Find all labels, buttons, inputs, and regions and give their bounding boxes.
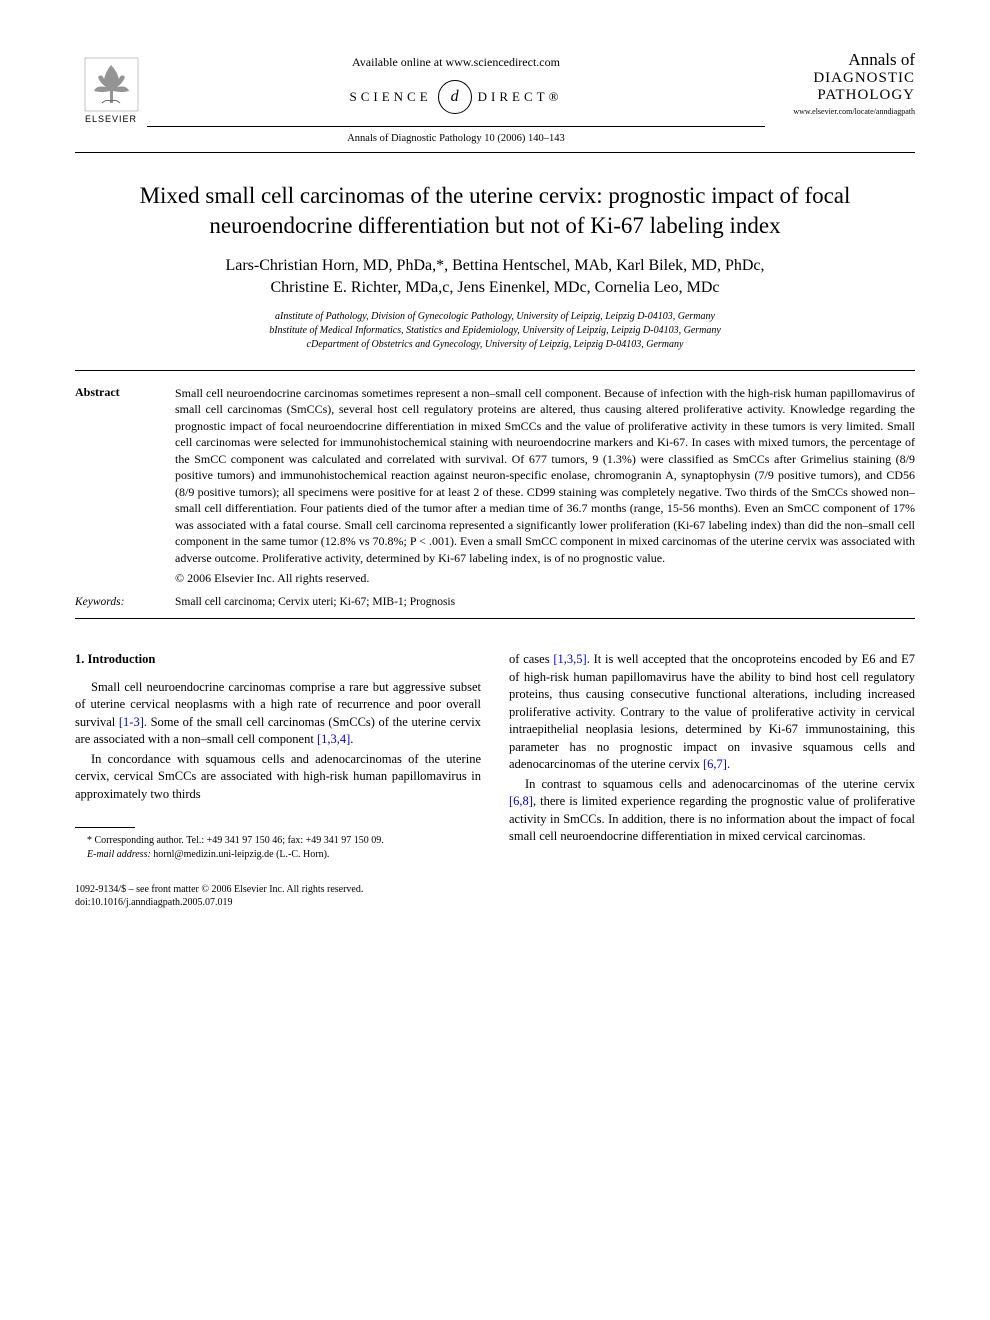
column-right: of cases [1,3,5]. It is well accepted th… (509, 651, 915, 861)
abstract-body: Small cell neuroendocrine carcinomas som… (175, 386, 915, 565)
authors-line-1: Lars-Christian Horn, MD, PhDa,*, Bettina… (75, 255, 915, 277)
p1-c: . (350, 732, 353, 746)
elsevier-tree-icon (84, 57, 139, 112)
p4-b: , there is limited experience regarding … (509, 794, 915, 843)
affiliations: aInstitute of Pathology, Division of Gyn… (75, 310, 915, 352)
header-rule (147, 126, 765, 127)
intro-para-3: In contrast to squamous cells and adenoc… (509, 776, 915, 846)
email-label: E-mail address: (87, 849, 151, 860)
footer-doi: doi:10.1016/j.anndiagpath.2005.07.019 (75, 896, 915, 909)
abstract-label: Abstract (75, 385, 175, 587)
affiliation-b: bInstitute of Medical Informatics, Stati… (75, 324, 915, 338)
p4-a: In contrast to squamous cells and adenoc… (525, 777, 915, 791)
affiliation-a: aInstitute of Pathology, Division of Gyn… (75, 310, 915, 324)
ref-link-6-7[interactable]: [6,7] (703, 757, 727, 771)
keywords-block: Keywords: Small cell carcinoma; Cervix u… (75, 596, 915, 608)
title-rule (75, 152, 915, 153)
article-title: Mixed small cell carcinomas of the uteri… (75, 181, 915, 241)
footer-front-matter: 1092-9134/$ – see front matter © 2006 El… (75, 883, 915, 896)
affiliation-c: cDepartment of Obstetrics and Gynecology… (75, 338, 915, 352)
p3-c: . (727, 757, 730, 771)
intro-para-1: Small cell neuroendocrine carcinomas com… (75, 679, 481, 749)
brand-url: www.elsevier.com/locate/anndiagpath (765, 107, 915, 116)
sd-right: DIRECT® (478, 89, 563, 105)
intro-para-2-cont: of cases [1,3,5]. It is well accepted th… (509, 651, 915, 774)
sd-at-icon: d (438, 80, 472, 114)
email-footnote: E-mail address: hornl@medizin.uni-leipzi… (75, 848, 481, 862)
ref-link-1-3-4[interactable]: [1,3,4] (317, 732, 350, 746)
footnote-separator (75, 827, 135, 828)
authors-line-2: Christine E. Richter, MDa,c, Jens Einenk… (75, 277, 915, 299)
keywords-label: Keywords: (75, 596, 175, 608)
ref-link-1-3[interactable]: [1-3] (119, 715, 144, 729)
p3-b: . It is well accepted that the oncoprote… (509, 652, 915, 771)
abstract-text: Small cell neuroendocrine carcinomas som… (175, 385, 915, 587)
abstract-block: Abstract Small cell neuroendocrine carci… (75, 385, 915, 587)
ref-link-1-3-5[interactable]: [1,3,5] (553, 652, 586, 666)
intro-para-2: In concordance with squamous cells and a… (75, 751, 481, 804)
brand-line-1: Annals of (765, 50, 915, 70)
p3-a: of cases (509, 652, 553, 666)
sd-left: SCIENCE (350, 89, 432, 105)
header: ELSEVIER Available online at www.science… (75, 50, 915, 144)
elsevier-name: ELSEVIER (85, 114, 137, 124)
brand-line-2: DIAGNOSTIC (765, 70, 915, 87)
column-left: 1. Introduction Small cell neuroendocrin… (75, 651, 481, 861)
authors: Lars-Christian Horn, MD, PhDa,*, Bettina… (75, 255, 915, 300)
brand-line-3: PATHOLOGY (765, 87, 915, 104)
abstract-copyright: © 2006 Elsevier Inc. All rights reserved… (175, 570, 915, 587)
available-online-text: Available online at www.sciencedirect.co… (147, 55, 765, 70)
email-address: hornl@medizin.uni-leipzig.de (L.-C. Horn… (151, 849, 330, 860)
header-center: Available online at www.sciencedirect.co… (147, 50, 765, 144)
abstract-rule-top (75, 370, 915, 371)
sciencedirect-logo: SCIENCE d DIRECT® (147, 80, 765, 114)
body-columns: 1. Introduction Small cell neuroendocrin… (75, 651, 915, 861)
journal-brand: Annals of DIAGNOSTIC PATHOLOGY www.elsev… (765, 50, 915, 116)
footer: 1092-9134/$ – see front matter © 2006 El… (75, 883, 915, 909)
abstract-rule-bottom (75, 618, 915, 619)
section-heading: 1. Introduction (75, 651, 481, 669)
corresponding-author-footnote: * Corresponding author. Tel.: +49 341 97… (75, 834, 481, 848)
ref-link-6-8[interactable]: [6,8] (509, 794, 533, 808)
journal-citation: Annals of Diagnostic Pathology 10 (2006)… (147, 133, 765, 144)
elsevier-logo: ELSEVIER (75, 50, 147, 130)
keywords-text: Small cell carcinoma; Cervix uteri; Ki-6… (175, 596, 455, 608)
